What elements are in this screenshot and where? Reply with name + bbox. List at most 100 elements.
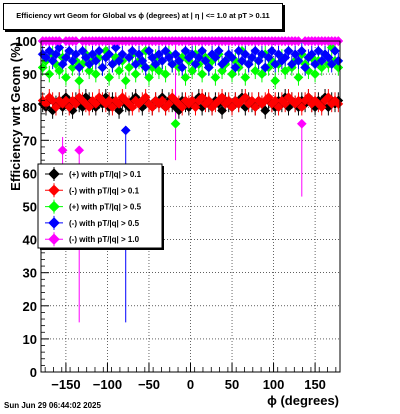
data-point bbox=[326, 59, 337, 70]
data-point bbox=[107, 102, 118, 113]
data-point bbox=[237, 55, 247, 66]
legend: (+) with pT/|q| > 0.1 (-) with pT/|q| > 0… bbox=[37, 163, 164, 250]
data-point bbox=[240, 72, 251, 83]
data-point bbox=[64, 102, 75, 113]
data-point bbox=[230, 62, 241, 73]
data-point bbox=[310, 59, 321, 70]
data-point bbox=[163, 98, 174, 109]
data-point bbox=[190, 59, 201, 70]
data-point bbox=[173, 55, 184, 66]
y-tick-label: 100 bbox=[15, 34, 37, 49]
data-point bbox=[256, 69, 267, 80]
legend-label: (+) with pT/|q| > 0.1 bbox=[69, 170, 142, 179]
data-point bbox=[313, 45, 324, 56]
data-point bbox=[316, 102, 327, 113]
data-point bbox=[220, 55, 231, 66]
data-point bbox=[60, 52, 71, 63]
data-point bbox=[273, 102, 284, 113]
data-point bbox=[77, 45, 88, 56]
data-point bbox=[270, 59, 281, 70]
data-point bbox=[134, 49, 144, 60]
x-tick-label: 50 bbox=[225, 377, 239, 392]
points-layer bbox=[37, 36, 344, 156]
data-point bbox=[293, 55, 304, 66]
y-tick-label: 50 bbox=[23, 200, 37, 215]
data-point bbox=[47, 55, 58, 66]
data-point bbox=[90, 55, 101, 66]
data-point bbox=[140, 92, 151, 103]
data-point bbox=[283, 45, 294, 56]
data-point bbox=[104, 49, 115, 60]
data-point bbox=[80, 52, 91, 63]
data-point bbox=[180, 45, 191, 56]
data-point bbox=[74, 75, 85, 86]
data-point bbox=[250, 102, 261, 113]
data-point bbox=[90, 98, 101, 109]
data-point bbox=[223, 95, 234, 106]
data-point bbox=[97, 62, 108, 73]
data-point bbox=[233, 45, 244, 56]
x-tick-label: 100 bbox=[263, 377, 285, 392]
series-3 bbox=[37, 42, 344, 136]
data-point bbox=[87, 49, 98, 60]
y-tick-label: 40 bbox=[23, 233, 37, 248]
data-point bbox=[280, 52, 291, 63]
data-point bbox=[270, 75, 281, 86]
data-point bbox=[74, 62, 85, 73]
data-point bbox=[170, 49, 181, 60]
data-point bbox=[44, 69, 55, 80]
data-point bbox=[120, 125, 131, 136]
data-point bbox=[296, 118, 307, 129]
x-tick-label: −50 bbox=[138, 377, 160, 392]
data-point bbox=[190, 102, 201, 113]
data-point bbox=[247, 95, 257, 106]
data-point bbox=[227, 102, 237, 113]
data-point bbox=[150, 59, 161, 70]
data-point bbox=[114, 98, 125, 109]
data-point bbox=[187, 95, 198, 106]
data-point bbox=[260, 105, 271, 116]
data-point bbox=[333, 98, 344, 109]
legend-marker bbox=[48, 217, 60, 229]
data-point bbox=[293, 72, 304, 83]
y-tick-label: 60 bbox=[23, 166, 37, 181]
data-point bbox=[193, 52, 204, 63]
legend-label: (+) with pT/|q| > 0.5 bbox=[69, 203, 142, 212]
data-point bbox=[316, 62, 327, 73]
y-tick-label: 80 bbox=[23, 100, 37, 115]
data-point bbox=[57, 145, 68, 156]
data-point bbox=[144, 45, 154, 56]
data-point bbox=[323, 92, 334, 103]
data-point bbox=[147, 102, 158, 113]
data-point bbox=[153, 49, 164, 60]
data-point bbox=[84, 65, 95, 76]
data-point bbox=[47, 95, 58, 106]
data-point bbox=[187, 49, 198, 60]
data-point bbox=[124, 62, 134, 73]
data-point bbox=[74, 145, 85, 156]
data-point bbox=[243, 59, 254, 70]
data-point bbox=[197, 69, 208, 80]
data-point bbox=[227, 69, 237, 80]
data-point bbox=[60, 72, 71, 83]
data-point bbox=[90, 69, 101, 80]
data-point bbox=[310, 69, 321, 80]
data-point bbox=[280, 65, 291, 76]
data-point bbox=[200, 55, 211, 66]
legend-label: (-) with pT/|q| > 0.5 bbox=[69, 219, 140, 228]
data-point bbox=[240, 49, 251, 60]
data-point bbox=[107, 59, 118, 70]
chart-title: Efficiency wrt Geom for Global vs ϕ (deg… bbox=[16, 11, 270, 20]
data-point bbox=[260, 62, 271, 73]
data-point bbox=[84, 102, 95, 113]
data-point bbox=[263, 92, 274, 103]
data-point bbox=[187, 65, 198, 76]
legend-label: (-) with pT/|q| > 0.1 bbox=[69, 186, 140, 195]
data-point bbox=[167, 59, 178, 70]
data-point bbox=[323, 52, 334, 63]
data-point bbox=[104, 72, 115, 83]
data-point bbox=[114, 105, 125, 116]
data-point bbox=[67, 55, 78, 66]
data-point bbox=[273, 49, 284, 60]
